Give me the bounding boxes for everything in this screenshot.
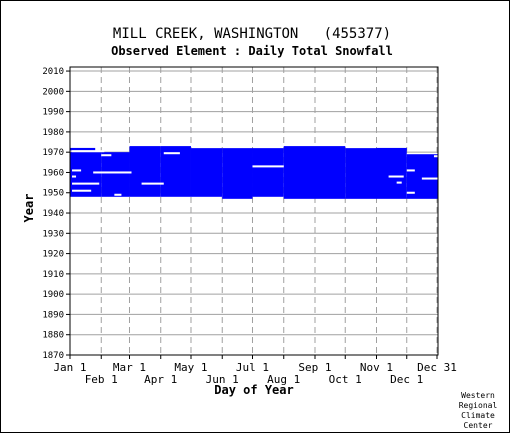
y-tick-label-1980: 1980 [42, 128, 64, 138]
y-axis-label: Year [22, 194, 36, 223]
x-tick-label: May 1 [174, 361, 207, 374]
coverage-block-2 [129, 146, 161, 197]
y-tick-label-1880: 1880 [42, 331, 64, 341]
y-tick-label-1990: 1990 [42, 108, 64, 118]
credit-line-1: Western [461, 391, 495, 400]
missing-gap-5 [72, 182, 100, 185]
x-tick-label: Oct 1 [329, 373, 362, 386]
missing-gap-12 [396, 181, 402, 184]
coverage-block-9 [345, 148, 377, 199]
x-axis-label: Day of Year [214, 383, 293, 397]
chart-subtitle: Observed Element : Daily Total Snowfall [111, 44, 393, 58]
coverage-block-11 [406, 154, 438, 199]
chart-title: MILL CREEK, WASHINGTON (455377) [113, 26, 391, 42]
x-tick-label: Aug 1 [267, 373, 300, 386]
x-tick-label: Mar 1 [113, 361, 146, 374]
missing-gap-16 [433, 155, 438, 158]
coverage-block-4 [190, 148, 223, 197]
credit-line-4: Center [464, 421, 493, 430]
coverage-block-8 [314, 146, 346, 199]
missing-gap-14 [406, 191, 415, 194]
y-tick-label-2000: 2000 [42, 87, 64, 97]
coverage-segment-0 [70, 147, 96, 151]
y-tick-label-1970: 1970 [42, 148, 64, 158]
missing-gap-1 [101, 154, 112, 157]
plot-area: 1870 1880 1890 1900 1910 1920 1930 1940 1950 1960… [42, 66, 457, 386]
missing-gap-3 [72, 169, 82, 172]
x-tick-label: Dec 31 [417, 361, 457, 374]
missing-gap-4 [72, 175, 77, 178]
y-tick-label-1910: 1910 [42, 270, 64, 280]
y-tick-label-1920: 1920 [42, 250, 64, 260]
y-tick-label-1940: 1940 [42, 209, 64, 219]
coverage-block-3 [160, 146, 191, 197]
coverage-block-10 [376, 148, 407, 199]
missing-gap-15 [421, 177, 438, 180]
y-tick-label-2010: 2010 [42, 67, 64, 77]
x-tick-label: Nov 1 [360, 361, 393, 374]
plot-border [69, 66, 439, 356]
x-tick-label: Dec 1 [390, 373, 423, 386]
missing-gap-2 [93, 171, 132, 174]
missing-gap-10 [252, 165, 284, 168]
missing-gap-9 [163, 152, 180, 155]
coverage-segment-1 [376, 147, 407, 151]
y-tick-label-1890: 1890 [42, 310, 64, 320]
x-tick-label: Jan 1 [53, 361, 86, 374]
x-tick-label: Sep 1 [298, 361, 331, 374]
y-tick-label-1900: 1900 [42, 290, 64, 300]
x-tick-label: Feb 1 [85, 373, 118, 386]
missing-gap-8 [141, 182, 164, 185]
y-tick-label-1930: 1930 [42, 229, 64, 239]
missing-gap-6 [72, 189, 92, 192]
y-tick-label-1950: 1950 [42, 189, 64, 199]
plot-background [70, 67, 438, 355]
credit-line-2: Regional [459, 401, 498, 410]
coverage-block-6 [252, 148, 284, 197]
coverage-block-5 [222, 148, 253, 199]
coverage-block-1 [101, 152, 130, 197]
coverage-block-7 [283, 146, 315, 199]
coverage-block-0 [70, 152, 102, 197]
y-tick-label-1870: 1870 [42, 351, 64, 361]
x-tick-label: Apr 1 [144, 373, 177, 386]
y-tick-label-1960: 1960 [42, 168, 64, 178]
x-tick-label: Jun 1 [206, 373, 239, 386]
missing-gap-0 [72, 150, 105, 153]
credit-line-3: Climate [461, 411, 495, 420]
missing-gap-13 [406, 169, 415, 172]
missing-gap-7 [114, 193, 122, 196]
missing-gap-11 [388, 175, 404, 178]
x-tick-label: Jul 1 [236, 361, 269, 374]
